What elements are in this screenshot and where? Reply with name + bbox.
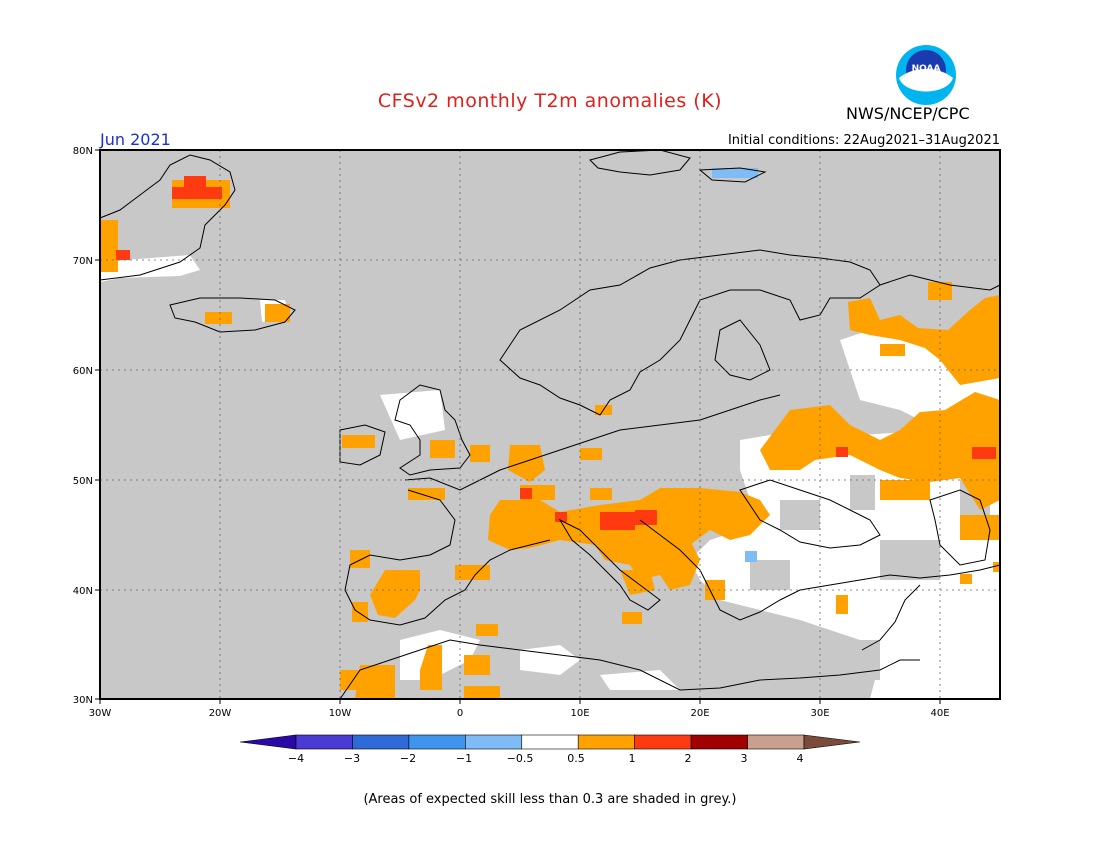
colorbar-segment	[690, 734, 748, 750]
lon-label-20w: 20W	[209, 708, 232, 719]
lon-label-10e: 10E	[570, 708, 589, 719]
levant-coast	[861, 584, 921, 651]
iceland-coast	[169, 297, 296, 333]
colorbar-label: −2	[400, 752, 416, 765]
greenland-south-region	[100, 255, 200, 282]
initial-conditions: Initial conditions: 22Aug2021–31Aug2021	[727, 133, 1000, 148]
lon-label-40e: 40E	[930, 708, 949, 719]
grey-patches	[750, 475, 990, 680]
skill-caption: (Areas of expected skill less than 0.3 a…	[363, 792, 737, 807]
colorbar-label: 0.5	[567, 752, 585, 765]
balkans-turkey-coast	[639, 519, 1001, 621]
colorbar-label: −0.5	[507, 752, 534, 765]
nafrica-white-region-3	[600, 670, 680, 690]
colorbar-segment	[577, 734, 635, 750]
colorbar-arrow-high	[803, 734, 861, 750]
lon-label-0: 0	[457, 708, 463, 719]
britain-white-region	[380, 390, 445, 440]
colorbar-label: 2	[685, 752, 692, 765]
colorbar-label: −1	[456, 752, 472, 765]
map-title: CFSv2 monthly T2m anomalies (K)	[377, 90, 723, 112]
lat-label-60n: 60N	[73, 366, 93, 377]
scandinavia-coast	[499, 249, 881, 416]
lon-label-20e: 20E	[690, 708, 709, 719]
light-blue-regions	[712, 168, 758, 562]
svalbard-coast	[589, 149, 691, 176]
lon-label-30w: 30W	[89, 708, 112, 719]
agency-label: NWS/NCEP/CPC	[846, 104, 970, 123]
colorbar-segment	[747, 734, 805, 750]
colorbar-label: −3	[344, 752, 360, 765]
lat-label-50n: 50N	[73, 476, 93, 487]
greenland-coast	[99, 154, 236, 281]
colorbar-segment	[521, 734, 579, 750]
red-regions	[116, 176, 996, 530]
colorbar-label: 3	[741, 752, 748, 765]
lon-label-30e: 30E	[810, 708, 829, 719]
logo-text: NOAA	[912, 64, 941, 74]
black-sea-coast	[739, 479, 881, 549]
finland-gulf-coast	[714, 319, 771, 381]
colorbar-segment	[352, 734, 410, 750]
colorbar-arrow-low	[239, 734, 297, 750]
lat-label-70n: 70N	[73, 256, 93, 267]
franz-josef-coast	[698, 167, 767, 183]
graticule	[100, 150, 1000, 699]
colorbar-label: 4	[797, 752, 804, 765]
italy-coast	[558, 518, 661, 611]
forecast-month: Jun 2021	[100, 130, 171, 149]
map-frame	[99, 149, 1001, 700]
russia-arctic-coast	[879, 274, 1001, 291]
colorbar-segment	[408, 734, 466, 750]
colorbar-segment	[465, 734, 523, 750]
nafrica-white-region-2	[520, 645, 580, 675]
lat-label-80n: 80N	[73, 146, 93, 157]
great-britain-coast	[394, 384, 471, 476]
lon-label-10w: 10W	[329, 708, 352, 719]
latitude-labels: 80N 70N 60N 50N 40N 30N	[73, 146, 93, 706]
north-europe-coast	[404, 394, 781, 491]
colorbar	[239, 734, 861, 750]
colorbar-label: −4	[288, 752, 304, 765]
lat-label-30n: 30N	[73, 695, 93, 706]
colorbar-segment	[295, 734, 353, 750]
north-africa-coast	[339, 639, 920, 700]
noaa-logo-icon: NOAA	[896, 45, 956, 105]
colorbar-label: 1	[629, 752, 636, 765]
tick-marks	[95, 149, 941, 704]
longitude-labels: 30W 20W 10W 0 10E 20E 30E 40E	[89, 708, 950, 719]
colorbar-segment	[634, 734, 692, 750]
lat-label-40n: 40N	[73, 586, 93, 597]
iberia-france-coast	[344, 489, 551, 626]
caspian-coast	[929, 489, 991, 566]
colorbar-labels: −4 −3 −2 −1 −0.5 0.5 1 2 3 4	[288, 752, 804, 765]
